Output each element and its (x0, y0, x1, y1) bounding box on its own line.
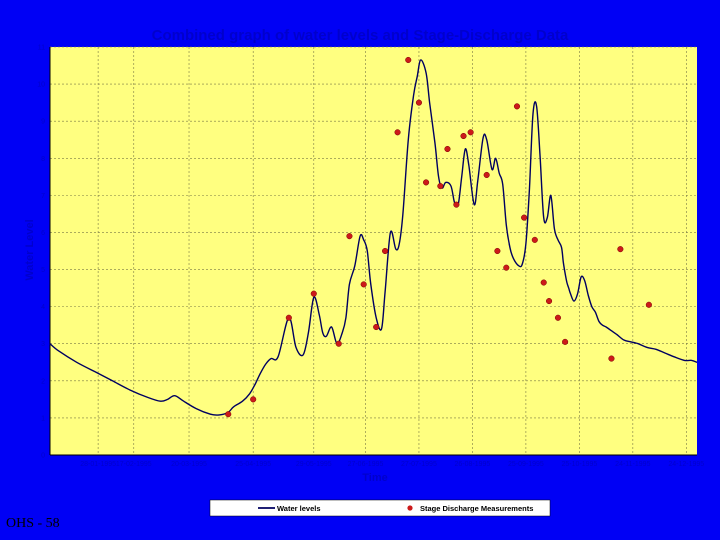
stage-discharge-point (645, 301, 652, 308)
x-tick-label: 25-09-1995 (508, 461, 544, 468)
y-tick-label: 3 (41, 341, 45, 348)
plot-area (50, 47, 697, 455)
x-axis-title: Time (362, 472, 387, 484)
stage-discharge-point (617, 246, 624, 253)
stage-discharge-point (554, 314, 562, 321)
legend-label-stage-discharge: Stage Discharge Measurements (420, 504, 533, 513)
stage-discharge-point (285, 314, 292, 321)
stage-discharge-point (225, 411, 232, 418)
x-tick-label: 25-04-1995 (235, 461, 271, 468)
y-tick-label: 11 (38, 45, 45, 52)
stage-discharge-point (423, 179, 430, 186)
x-tick-label: 28-01-1995 (80, 461, 116, 468)
y-tick-label: 8 (41, 156, 45, 163)
legend-swatch-stage-discharge (407, 505, 413, 511)
stage-discharge-point (437, 183, 444, 190)
stage-discharge-point (540, 279, 547, 286)
stage-discharge-point (382, 247, 389, 255)
stage-discharge-point (444, 145, 451, 153)
legend-label-water-levels: Water levels (277, 504, 321, 513)
x-tick-label: 26-08-1995 (455, 461, 491, 468)
stage-discharge-point (494, 247, 501, 255)
x-tick-label: 20-03-1995 (171, 461, 207, 468)
footer-label: OHS - 58 (6, 516, 60, 531)
stage-discharge-point (394, 129, 401, 136)
stage-discharge-point (460, 132, 467, 140)
stage-discharge-point (310, 290, 317, 297)
x-tick-label: 27-07-1995 (401, 461, 437, 468)
marker-layer (225, 56, 652, 418)
stage-discharge-point (373, 323, 380, 331)
stage-discharge-point (513, 103, 521, 110)
y-tick-label: 1 (41, 415, 45, 422)
grid (50, 46, 697, 455)
y-tick-labels: 0 1 2 3 4 5 6 7 8 9 10 11 (37, 45, 45, 460)
y-tick-label: 4 (41, 304, 45, 311)
series-line-water-levels (49, 59, 698, 416)
x-tick-label: 24-12-1995 (668, 461, 704, 468)
stage-discharge-point (562, 338, 569, 345)
chart-title: Combined graph of water levels and Stage… (152, 27, 569, 44)
stage-discharge-point (531, 236, 538, 243)
stage-discharge-point (335, 340, 342, 347)
x-tick-label: 24-11-1995 (615, 461, 650, 468)
stage-discharge-point (346, 233, 353, 240)
x-tick-label: 17-02-1995 (116, 461, 152, 468)
y-tick-label: 9 (41, 119, 45, 126)
stage-discharge-point (250, 396, 257, 403)
stage-discharge-point (608, 355, 615, 362)
y-tick-label: 5 (41, 267, 45, 274)
y-axis-title: Water Level (24, 219, 36, 280)
stage-discharge-point (405, 56, 412, 64)
stage-discharge-point (503, 264, 510, 271)
x-tick-label: 29-05-1995 (296, 461, 332, 468)
series-layer (49, 59, 698, 416)
legend: Water levels Stage Discharge Measurement… (209, 499, 551, 517)
x-tick-labels: 28-01-1995 17-02-1995 20-03-1995 25-04-1995… (80, 461, 704, 468)
y-tick-label: 0 (41, 453, 45, 460)
stage-discharge-point (467, 129, 474, 136)
y-tick-label: 10 (37, 82, 45, 89)
x-tick-label: 25-10-1995 (561, 461, 597, 468)
stage-discharge-point (415, 99, 423, 106)
stage-discharge-point (360, 281, 367, 288)
y-tick-label: 7 (41, 193, 45, 200)
y-tick-label: 6 (41, 230, 45, 237)
legend-box (209, 499, 551, 517)
axes (49, 47, 697, 456)
stage-discharge-point (546, 298, 553, 305)
stage-discharge-point (483, 171, 490, 179)
x-tick-label: 27-06-1995 (348, 461, 384, 468)
stage-discharge-point (521, 214, 528, 221)
y-tick-label: 2 (41, 378, 45, 385)
stage-discharge-point (453, 201, 460, 208)
